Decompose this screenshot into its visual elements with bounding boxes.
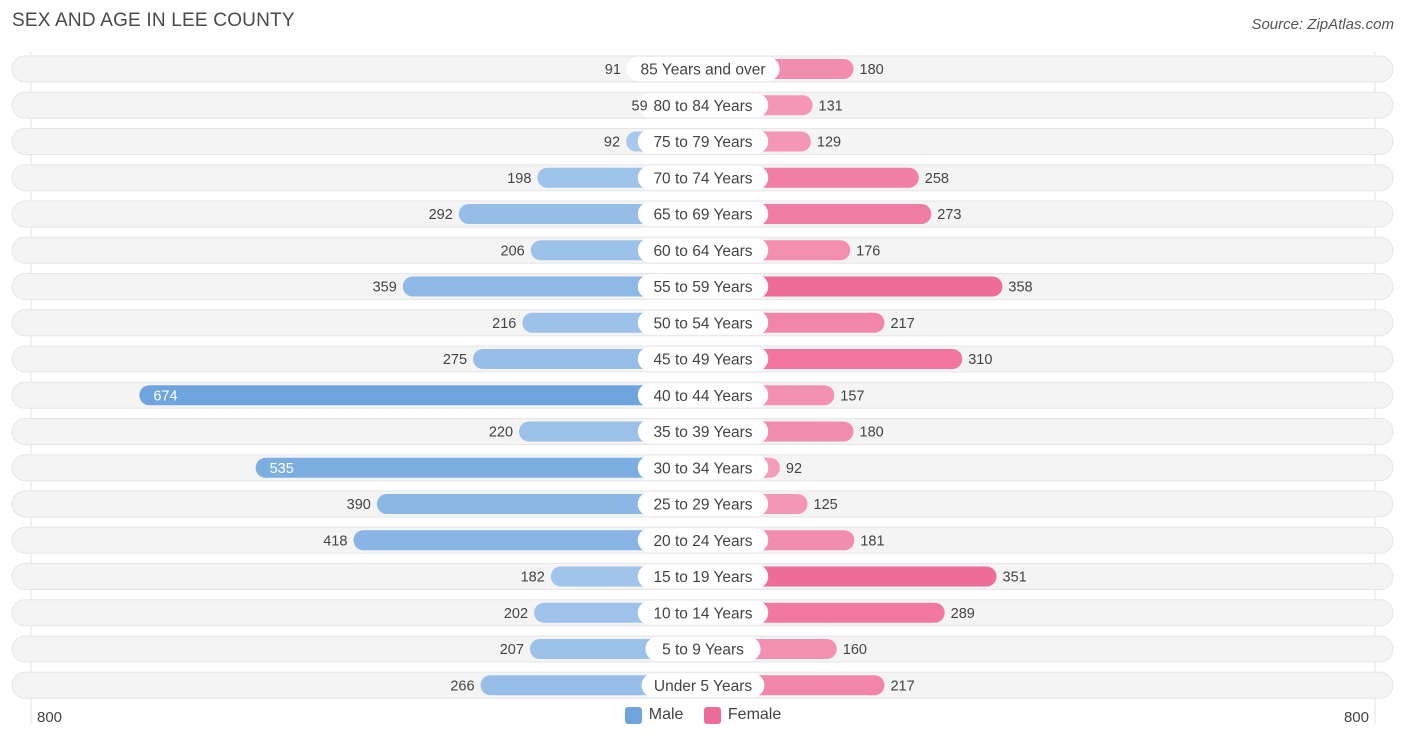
value-male-40-to-44-years: 674 <box>153 388 177 404</box>
bar-male-30-to-34-years <box>255 457 703 478</box>
bar-female-45-to-49-years <box>703 349 963 369</box>
category-label-bg-5-to-9-years <box>645 637 761 661</box>
category-label-bg-25-to-29-years <box>637 492 769 516</box>
value-male-70-to-74-years: 198 <box>507 171 531 187</box>
category-label-25-to-29-years: 25 to 29 Years <box>653 497 752 514</box>
axis-label-left: 800 <box>37 709 63 726</box>
category-label-75-to-79-years: 75 to 79 Years <box>653 134 752 151</box>
value-female-40-to-44-years: 157 <box>840 388 864 404</box>
category-label-bg-10-to-14-years <box>637 600 769 625</box>
bar-female-15-to-19-years <box>703 566 997 587</box>
category-label-40-to-44-years: 40 to 44 Years <box>653 388 752 405</box>
value-female-30-to-34-years: 92 <box>786 461 802 477</box>
value-female-85-years-and-over: 180 <box>860 62 884 78</box>
value-female-under-5-years: 217 <box>890 678 914 694</box>
value-female-60-to-64-years: 176 <box>856 243 880 259</box>
bar-male-20-to-24-years <box>353 530 703 551</box>
bar-male-55-to-59-years <box>402 276 703 297</box>
value-female-10-to-14-years: 289 <box>951 606 975 622</box>
bar-male-25-to-29-years <box>376 494 703 514</box>
legend-swatch-female <box>703 706 721 724</box>
category-label-bg-20-to-24-years <box>637 528 769 553</box>
category-label-20-to-24-years: 20 to 24 Years <box>653 533 752 550</box>
value-female-5-to-9-years: 160 <box>843 642 867 658</box>
category-label-bg-35-to-39-years <box>637 419 769 444</box>
value-male-75-to-79-years: 92 <box>604 135 620 151</box>
chart-legend: Male Female <box>0 706 1406 729</box>
value-female-35-to-39-years: 180 <box>860 425 884 441</box>
value-male-25-to-29-years: 390 <box>347 497 371 513</box>
category-label-bg-60-to-64-years <box>637 238 769 263</box>
category-label-bg-45-to-49-years <box>637 347 769 371</box>
value-female-65-to-69-years: 273 <box>937 207 961 223</box>
category-label-60-to-64-years: 60 to 64 Years <box>653 243 752 260</box>
value-female-70-to-74-years: 258 <box>925 171 949 187</box>
category-label-bg-80-to-84-years <box>637 93 769 118</box>
category-label-5-to-9-years: 5 to 9 Years <box>662 642 744 659</box>
category-label-85-years-and-over: 85 Years and over <box>641 62 766 79</box>
value-female-15-to-19-years: 351 <box>1003 570 1027 586</box>
value-male-85-years-and-over: 91 <box>605 62 621 78</box>
value-female-50-to-54-years: 217 <box>890 316 914 332</box>
legend-item-female: Female <box>703 706 782 724</box>
chart-title: SEX AND AGE IN LEE COUNTY <box>12 10 295 31</box>
category-label-bg-50-to-54-years <box>637 310 769 335</box>
category-label-10-to-14-years: 10 to 14 Years <box>653 605 752 622</box>
value-male-15-to-19-years: 182 <box>521 570 545 586</box>
legend-label-female: Female <box>727 706 782 723</box>
value-male-45-to-49-years: 275 <box>443 352 467 368</box>
category-label-30-to-34-years: 30 to 34 Years <box>653 460 752 477</box>
value-male-50-to-54-years: 216 <box>492 316 516 332</box>
bar-male-40-to-44-years <box>139 385 703 406</box>
value-male-30-to-34-years: 535 <box>270 461 294 477</box>
value-female-75-to-79-years: 129 <box>817 135 841 151</box>
value-male-55-to-59-years: 359 <box>373 280 397 296</box>
chart-source: Source: ZipAtlas.com <box>1251 16 1394 33</box>
category-label-35-to-39-years: 35 to 39 Years <box>653 424 752 441</box>
value-male-20-to-24-years: 418 <box>323 533 347 549</box>
legend-label-male: Male <box>648 706 684 723</box>
value-female-20-to-24-years: 181 <box>860 533 884 549</box>
legend-swatch-male <box>624 706 642 724</box>
category-label-bg-under-5-years <box>641 673 765 698</box>
category-label-bg-70-to-74-years <box>637 165 769 190</box>
category-label-65-to-69-years: 65 to 69 Years <box>653 207 752 224</box>
category-label-bg-65-to-69-years <box>637 202 769 226</box>
category-label-70-to-74-years: 70 to 74 Years <box>653 170 752 187</box>
category-label-bg-30-to-34-years <box>637 455 769 480</box>
value-male-35-to-39-years: 220 <box>489 425 513 441</box>
value-female-55-to-59-years: 358 <box>1008 280 1032 296</box>
category-label-bg-85-years-and-over <box>626 57 780 81</box>
value-male-60-to-64-years: 206 <box>501 243 525 259</box>
category-label-bg-40-to-44-years <box>637 383 769 408</box>
value-male-5-to-9-years: 207 <box>500 642 524 658</box>
category-label-15-to-19-years: 15 to 19 Years <box>653 569 752 586</box>
category-label-bg-55-to-59-years <box>637 274 769 299</box>
value-female-25-to-29-years: 125 <box>814 497 838 513</box>
bar-female-55-to-59-years <box>703 276 1003 297</box>
category-label-50-to-54-years: 50 to 54 Years <box>653 315 752 332</box>
value-male-65-to-69-years: 292 <box>429 207 453 223</box>
category-label-45-to-49-years: 45 to 49 Years <box>653 352 752 369</box>
category-label-under-5-years: Under 5 Years <box>654 678 752 695</box>
value-female-80-to-84-years: 131 <box>819 98 843 114</box>
axis-label-right: 800 <box>1343 709 1369 726</box>
category-label-bg-75-to-79-years <box>637 129 769 154</box>
value-male-10-to-14-years: 202 <box>504 606 528 622</box>
category-label-80-to-84-years: 80 to 84 Years <box>653 98 752 115</box>
legend-item-male: Male <box>624 706 684 724</box>
value-female-45-to-49-years: 310 <box>968 352 992 368</box>
category-label-bg-15-to-19-years <box>637 564 769 589</box>
value-male-80-to-84-years: 59 <box>632 98 648 114</box>
category-label-55-to-59-years: 55 to 59 Years <box>653 279 752 296</box>
value-male-under-5-years: 266 <box>450 678 474 694</box>
